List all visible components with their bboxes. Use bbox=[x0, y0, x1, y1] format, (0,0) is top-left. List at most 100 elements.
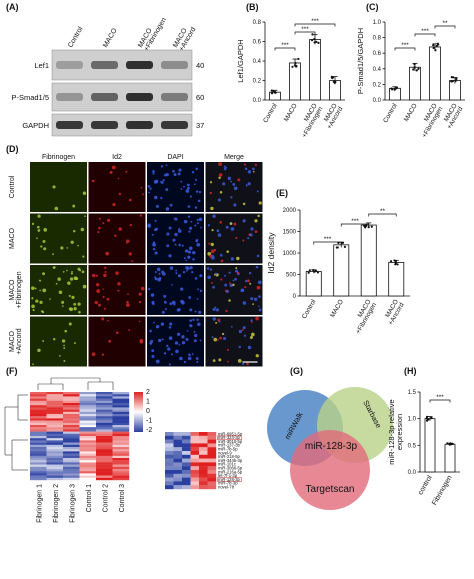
fluor-cell bbox=[242, 301, 247, 305]
fluor-cell bbox=[226, 250, 230, 253]
heatmap-cell bbox=[46, 455, 64, 459]
y-tick-label: 0.2 bbox=[373, 82, 382, 88]
fluor-cell bbox=[147, 287, 151, 291]
heatmap-small-cell bbox=[165, 473, 174, 478]
heatmap-small-cell bbox=[207, 443, 217, 448]
heatmap-cell bbox=[112, 411, 130, 415]
heatmap-small-cell bbox=[207, 462, 217, 467]
heatmap-cell bbox=[30, 455, 47, 459]
x-category-label: control bbox=[417, 474, 434, 496]
fluor-cell bbox=[211, 281, 214, 284]
heatmap-cell bbox=[30, 429, 47, 432]
x-category-label: Fibrinogen bbox=[431, 474, 454, 506]
venn-label-targetscan: Targetscan bbox=[306, 484, 355, 495]
panel-e: (E) 0 500 1000 1500 2000 Id2 density Control MA… bbox=[266, 188, 410, 335]
fluor-cell bbox=[256, 190, 259, 193]
fluor-cell bbox=[31, 222, 35, 226]
fluor-cell bbox=[58, 290, 63, 295]
fluor-cell bbox=[163, 173, 167, 177]
fluor-cell bbox=[195, 190, 199, 193]
heatmap-small-cell bbox=[190, 470, 200, 474]
fluor-cell bbox=[254, 163, 258, 167]
heatmap-cell bbox=[46, 431, 64, 434]
heatmap-cell bbox=[30, 433, 47, 437]
fluor-cell bbox=[42, 288, 47, 293]
heatmap-small-cell bbox=[199, 473, 208, 478]
heatmap-cell bbox=[112, 455, 130, 459]
data-point bbox=[413, 63, 416, 66]
significance-bracket bbox=[313, 241, 342, 245]
fluor-cell bbox=[247, 182, 251, 186]
significance-label: *** bbox=[421, 28, 429, 35]
heatmap-small-cell bbox=[173, 462, 183, 467]
panel-e-label: (E) bbox=[276, 188, 288, 198]
fluor-cell bbox=[104, 266, 107, 270]
heatmap-cell bbox=[46, 422, 64, 426]
heatmap-cell bbox=[96, 464, 113, 467]
heatmap-small-cell bbox=[165, 470, 174, 474]
fluor-cell bbox=[172, 169, 175, 173]
panel-h: (H) 0.0 0.5 1.0 1.5 miR-128-3p relativeexpre… bbox=[387, 366, 460, 507]
fluor-cell bbox=[176, 308, 180, 312]
fluor-cell bbox=[196, 298, 199, 300]
fluor-cell bbox=[258, 305, 260, 308]
heatmap-cell bbox=[63, 449, 80, 452]
fluor-image bbox=[147, 162, 204, 212]
heatmap-small-cell bbox=[190, 466, 200, 471]
heatmap-cell bbox=[30, 427, 47, 430]
fluor-cell bbox=[249, 233, 253, 237]
fluor-cell bbox=[178, 274, 181, 277]
fluor-cell bbox=[72, 204, 76, 208]
heatmap-cell bbox=[96, 436, 113, 439]
fluor-cell bbox=[82, 255, 85, 258]
fluor-cell bbox=[243, 334, 246, 337]
heatmap-small-cell bbox=[165, 485, 174, 490]
fluor-cell bbox=[98, 303, 101, 307]
heatmap-cell bbox=[112, 409, 130, 412]
fluor-cell bbox=[63, 347, 66, 349]
fluor-cell bbox=[230, 227, 235, 231]
fluor-cell bbox=[196, 360, 199, 364]
fluor-cell bbox=[234, 277, 237, 281]
heatmap-small-cell bbox=[182, 470, 191, 474]
fluor-cell bbox=[128, 198, 132, 202]
blot-band bbox=[126, 121, 153, 129]
heatmap-cell bbox=[30, 473, 47, 476]
heatmap-cell bbox=[30, 407, 47, 410]
fluor-row-label: Control bbox=[9, 175, 16, 198]
panel-f: (F) 210-1-2 Fibrinogen 1 Fibrinogen 2 Fibr… bbox=[4, 366, 243, 523]
heatmap-small-cell bbox=[182, 485, 191, 490]
fluor-cell bbox=[199, 274, 203, 278]
data-point bbox=[317, 41, 320, 44]
fluor-cell bbox=[152, 242, 156, 247]
fluor-cell bbox=[164, 308, 167, 311]
fluor-cell bbox=[185, 189, 190, 193]
fluor-cell bbox=[177, 172, 181, 176]
fluor-cell bbox=[250, 227, 254, 231]
heatmap-cell bbox=[96, 466, 113, 470]
heatmap-cell bbox=[63, 447, 80, 450]
fluor-image bbox=[147, 213, 204, 264]
fluor-cell bbox=[166, 344, 169, 348]
heatmap-cell bbox=[30, 431, 47, 434]
heatmap-cell bbox=[46, 409, 64, 412]
fluor-cell bbox=[168, 254, 172, 258]
fluor-row-label: MACO bbox=[9, 227, 16, 249]
fluor-cell bbox=[208, 242, 210, 245]
fluor-cell bbox=[209, 268, 213, 271]
fluor-cell bbox=[191, 171, 195, 174]
heatmap-cell bbox=[96, 477, 113, 481]
fluor-cell bbox=[73, 276, 78, 281]
panel-d: (D) Fibrinogen Id2 DAPI Merge Control MACO MA… bbox=[6, 144, 263, 367]
fluor-cell bbox=[253, 170, 255, 173]
x-category-label: Control bbox=[382, 102, 399, 124]
fluor-cell bbox=[216, 229, 220, 233]
heatmap-cell bbox=[96, 444, 113, 448]
blot-band bbox=[56, 121, 83, 129]
data-point bbox=[393, 259, 396, 262]
blot-band-name: Lef1 bbox=[34, 61, 49, 70]
fluor-cell bbox=[162, 179, 165, 182]
fluor-cell bbox=[154, 179, 159, 184]
heatmap-cell bbox=[63, 458, 80, 461]
